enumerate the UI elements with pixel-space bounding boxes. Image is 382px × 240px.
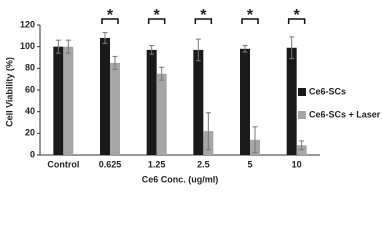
bar xyxy=(100,38,110,155)
significance-bracket xyxy=(101,18,119,24)
legend-swatch xyxy=(298,111,306,119)
significance-label: * xyxy=(247,7,254,24)
error-bar xyxy=(289,36,295,60)
significance-label: * xyxy=(294,7,301,24)
significance-bracket xyxy=(194,18,213,24)
x-tick-label: 10 xyxy=(292,159,302,169)
bar xyxy=(110,62,120,155)
bar xyxy=(63,46,74,155)
error-bar xyxy=(205,112,211,151)
y-tick-label: 80 xyxy=(25,63,35,73)
y-tick-label: 100 xyxy=(20,41,35,51)
error-bar xyxy=(112,55,118,70)
y-tick-label: 0 xyxy=(30,149,35,159)
x-tick-label: 2.5 xyxy=(197,159,210,169)
error-bar xyxy=(159,66,165,81)
x-tick-label: 0.625 xyxy=(99,159,122,169)
error-bar xyxy=(195,38,201,62)
significance-label: * xyxy=(107,7,114,24)
x-axis-title: Ce6 Conc. (ug/ml) xyxy=(142,174,219,184)
bar xyxy=(193,49,204,155)
bar xyxy=(286,47,297,155)
x-tick-label: Control xyxy=(47,159,79,169)
legend-swatch xyxy=(298,88,306,96)
y-tick-label: 20 xyxy=(25,128,35,138)
y-tick-label: 40 xyxy=(25,106,35,116)
error-bar xyxy=(102,32,108,44)
error-bar xyxy=(299,140,305,151)
legend-label: Ce6-SCs xyxy=(309,86,346,96)
error-bar xyxy=(55,39,61,54)
bar xyxy=(146,49,157,155)
bar xyxy=(296,145,307,155)
significance-bracket xyxy=(287,18,306,24)
error-bar xyxy=(149,45,155,55)
significance-bracket xyxy=(241,18,259,24)
bar xyxy=(156,73,167,155)
error-bar xyxy=(65,39,71,54)
x-tick-label: 5 xyxy=(247,159,252,169)
legend-label: Ce6-SCs + Laser xyxy=(309,109,381,119)
chart: Cell Viability (%) Ce6 Conc. (ug/ml) 0 20… xyxy=(4,7,381,184)
y-tick-label: 60 xyxy=(25,84,35,94)
bar xyxy=(240,48,250,156)
error-bar xyxy=(242,45,248,53)
error-bar xyxy=(252,126,258,154)
y-tick-label: 120 xyxy=(20,19,35,29)
bar xyxy=(53,46,64,155)
x-tick-label: 1.25 xyxy=(148,159,166,169)
significance-label: * xyxy=(200,7,207,24)
significance-label: * xyxy=(154,7,161,24)
y-axis-title: Cell Viability (%) xyxy=(4,57,14,127)
significance-bracket xyxy=(147,18,166,24)
